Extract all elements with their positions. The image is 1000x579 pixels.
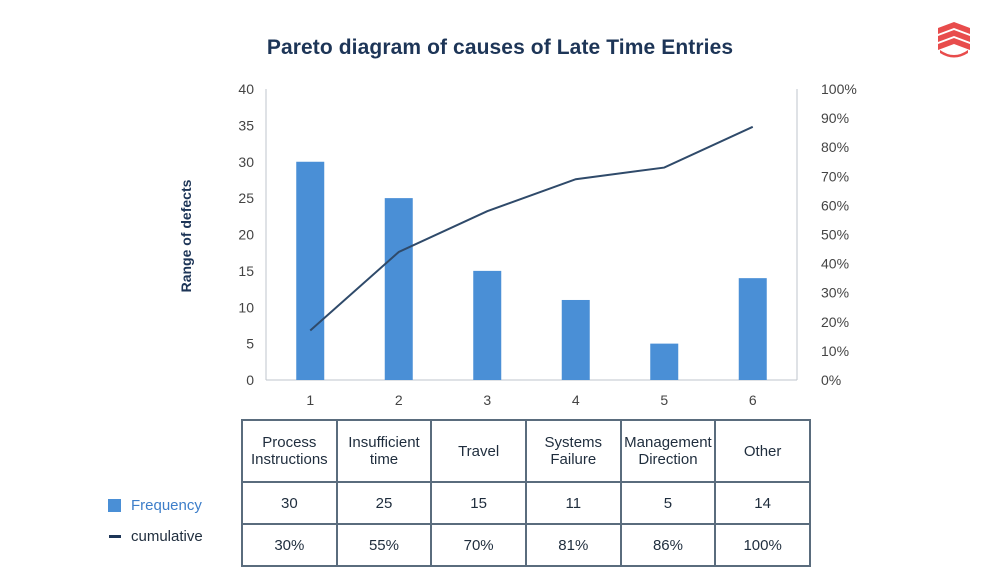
table-cumulative-cell: 55% [335,523,433,567]
table-cumulative-cell: 70% [430,523,527,567]
table-cumulative-cell: 100% [714,523,811,567]
chart-title: Pareto diagram of causes of Late Time En… [266,36,734,59]
table-frequency-cell: 30 [241,481,338,525]
legend-frequency-label: Frequency [131,497,202,514]
table-header-cell: Process Instructions [241,419,338,483]
y-tick-label: 35 [238,117,254,133]
table-row: 30 25 15 11 5 14 [241,481,811,525]
table-header-cell: Insufficient time [335,419,433,483]
y-tick-label: 25 [238,190,254,206]
table-frequency-cell: 25 [335,481,433,525]
table-frequency-cell: 15 [430,481,527,525]
table-header-cell: Other [714,419,811,483]
y2-tick-label: 0% [821,372,841,388]
y-tick-label: 5 [246,336,254,352]
y-tick-label: 15 [238,263,254,279]
table-cumulative-cell: 81% [524,523,622,567]
legend-cumulative-swatch [109,535,121,538]
y-tick-label: 30 [238,154,254,170]
y-tick-label: 20 [238,227,254,243]
cumulative-line [309,125,754,332]
y2-tick-label: 100% [821,81,857,97]
y2-tick-label: 10% [821,343,849,359]
legend-frequency: Frequency [108,497,202,514]
table-cumulative-cell: 86% [619,523,717,567]
table-header-cell: Travel [430,419,527,483]
table-cumulative-cell: 30% [241,523,338,567]
legend-cumulative: cumulative [108,528,203,545]
data-table: Process Instructions Insufficient time Trave… [241,419,811,567]
table-header-cell: Systems Failure [524,419,622,483]
y2-tick-label: 60% [821,197,849,213]
legend-frequency-swatch [108,499,121,512]
y2-tick-label: 90% [821,110,849,126]
bar-frequency [650,343,679,380]
y2-tick-label: 50% [821,227,849,243]
table-frequency-cell: 14 [714,481,811,525]
y2-tick-label: 20% [821,314,849,330]
bar-frequency [296,161,325,380]
table-header-cell: Management Direction [619,419,717,483]
y2-tick-label: 70% [821,168,849,184]
x-tick-label: 5 [660,392,668,408]
x-tick-label: 3 [483,392,491,408]
table-frequency-cell: 11 [524,481,622,525]
y-tick-label: 0 [246,372,254,388]
table-row: 30% 55% 70% 81% 86% 100% [241,523,811,567]
x-tick-label: 6 [749,392,757,408]
bar-frequency [561,299,590,380]
bar-frequency [473,270,502,380]
y2-tick-label: 30% [821,285,849,301]
y-tick-label: 40 [238,81,254,97]
y2-tick-label: 80% [821,139,849,155]
bar-frequency [738,278,767,380]
x-tick-label: 1 [306,392,314,408]
y2-tick-label: 40% [821,256,849,272]
bar-frequency [384,198,413,380]
y-tick-label: 10 [238,299,254,315]
table-frequency-cell: 5 [619,481,717,525]
x-tick-label: 2 [395,392,403,408]
brand-logo-icon [938,22,970,58]
legend-cumulative-label: cumulative [131,528,203,545]
x-tick-label: 4 [572,392,580,408]
